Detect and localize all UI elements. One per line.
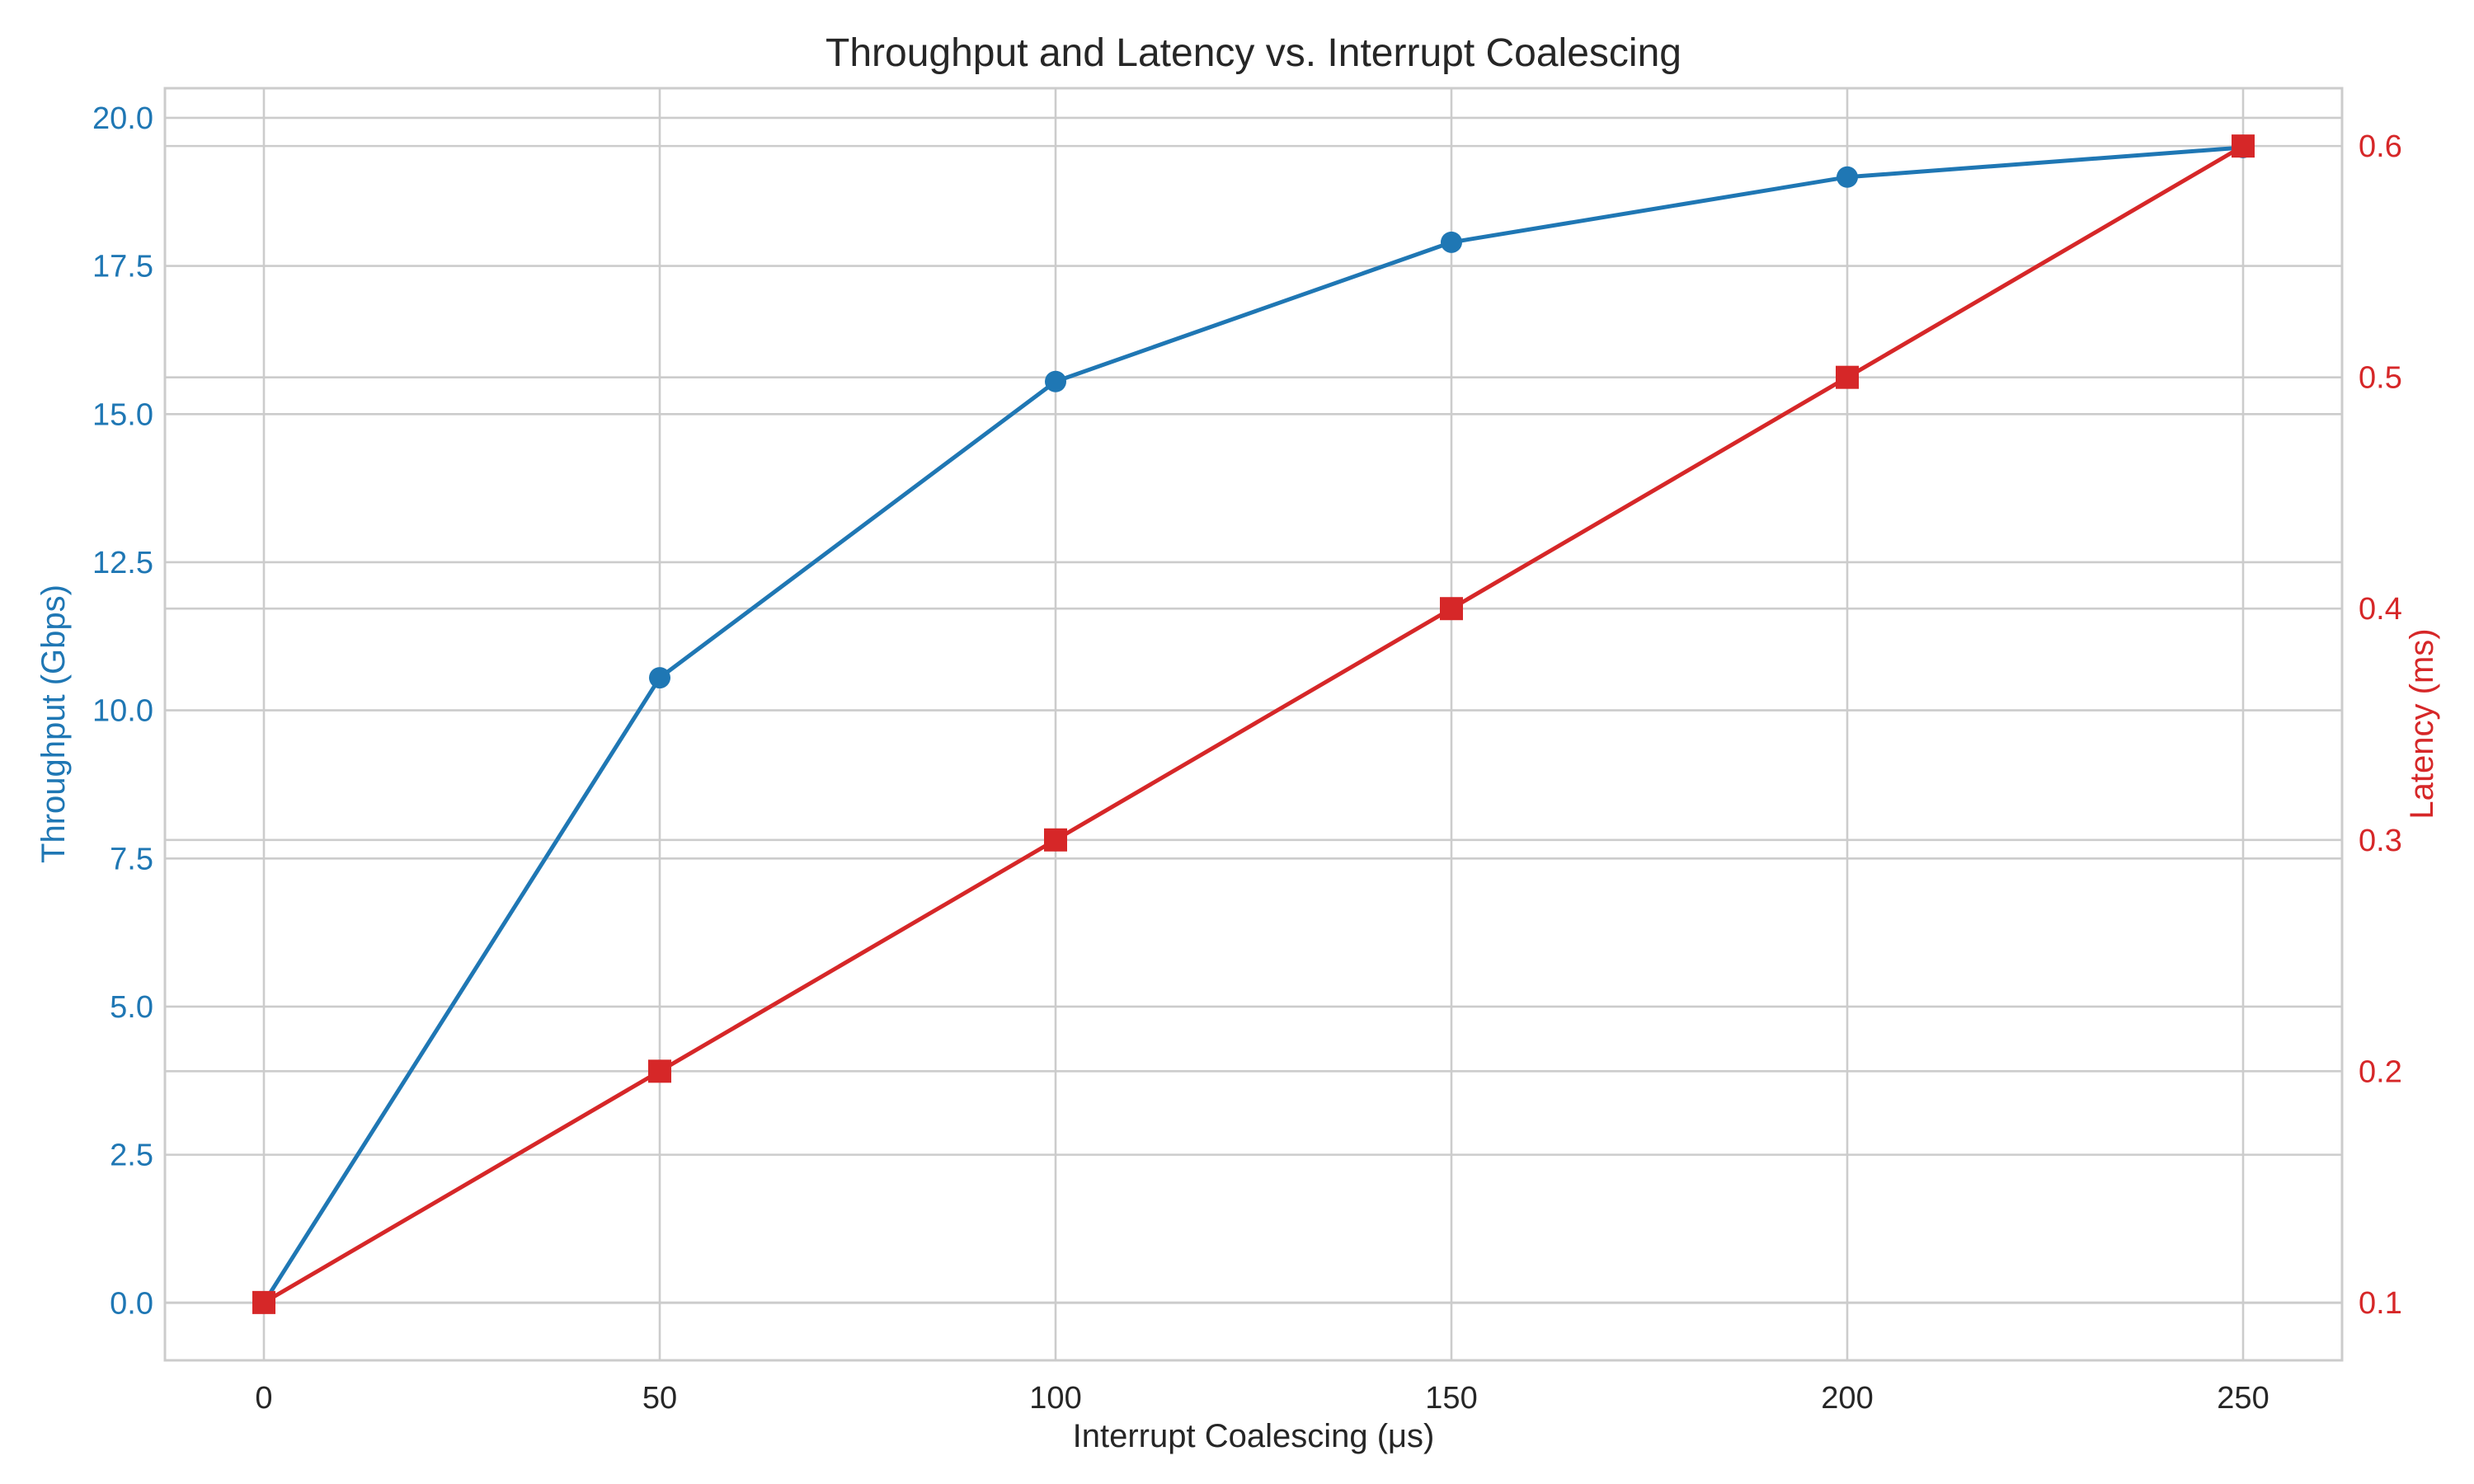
x-tick-label: 150 — [1425, 1381, 1477, 1416]
latency-point — [1836, 365, 1859, 389]
throughput-line — [261, 145, 2244, 1304]
latency-point — [2232, 134, 2255, 158]
right-y-tick-label: 0.2 — [2359, 1054, 2402, 1089]
right-y-axis-label: Latency (ms) — [2404, 628, 2440, 819]
left-y-tick-label: 17.5 — [92, 250, 153, 284]
right-y-tick-label: 0.6 — [2359, 129, 2402, 164]
latency-point — [252, 1290, 275, 1314]
left-y-tick-label: 15.0 — [92, 397, 153, 432]
left-y-tick-label: 2.5 — [110, 1139, 153, 1173]
throughput-point — [1045, 370, 1066, 392]
x-tick-label: 250 — [2217, 1381, 2269, 1416]
right-y-tick-label: 0.4 — [2359, 592, 2402, 627]
throughput-point — [1837, 166, 1858, 188]
left-y-tick-label: 7.5 — [110, 842, 153, 876]
latency-point — [1044, 828, 1067, 852]
x-tick-label: 100 — [1029, 1381, 1081, 1416]
latency-point — [1440, 597, 1463, 621]
series-layer — [252, 134, 2255, 1314]
right-y-tick-label: 0.5 — [2359, 361, 2402, 396]
right-y-tick-label: 0.3 — [2359, 824, 2402, 858]
left-y-tick-label: 10.0 — [92, 694, 153, 729]
throughput-point — [649, 667, 670, 689]
chart-title: Throughput and Latency vs. Interrupt Coa… — [825, 31, 1681, 75]
left-y-axis-label: Throughput (Gbps) — [35, 585, 72, 863]
left-y-tick-label: 20.0 — [92, 101, 153, 136]
right-y-tick-label: 0.1 — [2359, 1286, 2402, 1321]
x-axis-label: Interrupt Coalescing (μs) — [1073, 1418, 1435, 1454]
plot-frame — [163, 87, 2344, 1362]
latency-point — [648, 1059, 671, 1083]
x-tick-label: 50 — [642, 1381, 677, 1416]
throughput-point — [1441, 231, 1462, 253]
x-tick-label: 200 — [1821, 1381, 1873, 1416]
plot-border — [163, 87, 2344, 1362]
left-y-tick-label: 12.5 — [92, 546, 153, 580]
latency-line — [262, 143, 2245, 1305]
tick-layer: 0 50 100 150 200 250 0.0 2.5 5.0 7.5 10.0 12.5 15.0 1… — [92, 101, 2402, 1416]
grid-layer — [165, 88, 2342, 1360]
left-y-tick-label: 0.0 — [110, 1286, 153, 1321]
x-tick-label: 0 — [255, 1381, 272, 1416]
left-y-tick-label: 5.0 — [110, 990, 153, 1025]
